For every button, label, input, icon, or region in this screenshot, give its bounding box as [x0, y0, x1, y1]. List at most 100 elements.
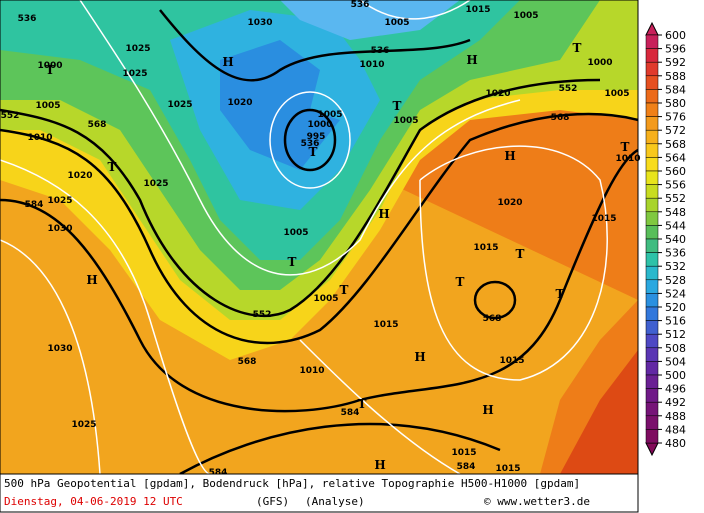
colorbar-swatch: [645, 401, 659, 417]
contour: [283, 108, 337, 172]
colorbar-swatch: [645, 265, 659, 281]
colorbar-swatch: [645, 48, 659, 63]
pressure-center: T: [108, 160, 117, 174]
contour-label: 1020: [67, 171, 92, 181]
caption-date: Dienstag, 04-06-2019 12 UTC: [4, 495, 183, 508]
contour-label: 1020: [497, 198, 522, 208]
field-red: [560, 350, 638, 474]
colorbar-label: 516: [665, 315, 686, 328]
colorbar-label: 540: [665, 233, 686, 246]
colorbar-label: 588: [665, 70, 686, 83]
map-labels: 536 1030 536 1005 1015 1005 1025 1000 1025 536 101…: [1, 0, 641, 478]
contour-label: 552: [559, 84, 578, 94]
colorbar-swatch: [645, 157, 659, 172]
contour-label: 1015: [495, 464, 520, 474]
contour-label: 536: [371, 46, 390, 56]
colorbar-swatch: [645, 225, 659, 240]
colorbar-swatch: [645, 252, 659, 267]
pressure-center: H: [378, 207, 389, 221]
pressure-center: T: [288, 255, 297, 269]
contour-label: 552: [253, 310, 272, 320]
colorbar-label: 552: [665, 192, 686, 205]
colorbar-swatch: [645, 333, 659, 349]
isobar: [79, 0, 521, 276]
contour-label: 1015: [499, 356, 524, 366]
contour-label: 1025: [167, 100, 192, 110]
contour: [159, 9, 471, 82]
colorbar-swatch: [645, 374, 659, 389]
field-lightblue: [280, 0, 460, 40]
pressure-center: T: [573, 41, 582, 55]
contour-label: 1030: [47, 344, 72, 354]
contour-label: 1010: [27, 133, 52, 143]
colorbar-swatch: [645, 89, 659, 104]
colorbar: 6005965925885845805765725685645605565525…: [645, 21, 686, 457]
pressure-center: T: [556, 287, 565, 301]
pressure-center: H: [86, 273, 97, 287]
colorbar-label: 596: [665, 43, 686, 56]
contour-label: 1005: [384, 18, 409, 28]
pressure-center: H: [414, 350, 425, 364]
pressure-center: H: [482, 403, 493, 417]
contour-label: 1005: [283, 228, 308, 238]
map-field: [0, 0, 638, 474]
contour-label: 1025: [143, 179, 168, 189]
contour-label: 1015: [473, 243, 498, 253]
contour: [0, 148, 639, 413]
pressure-center: T: [340, 283, 349, 297]
pressure-center: T: [46, 63, 55, 77]
contour-label: 995: [307, 132, 326, 142]
height-contours: [0, 9, 639, 476]
colorbar-swatch: [645, 306, 659, 321]
pressure-center: H: [504, 149, 515, 163]
contour-label: 1010: [615, 154, 640, 164]
contour-label: 1000: [37, 61, 62, 71]
contour-label: 568: [238, 357, 257, 367]
caption-run: (Analyse): [305, 495, 365, 508]
colorbar-label: 580: [665, 97, 686, 110]
colorbar-label: 576: [665, 111, 686, 124]
colorbar-label: 496: [665, 383, 686, 396]
colorbar-label: 548: [665, 206, 686, 219]
isobar: [0, 239, 101, 475]
contour-label: 1000: [587, 58, 612, 68]
contour-label: 1030: [47, 224, 72, 234]
pressure-center: T: [358, 397, 367, 411]
contour: [473, 280, 517, 320]
caption-line: 500 hPa Geopotential [gpdam], Bodendruck…: [4, 477, 580, 490]
contour-label: 584: [25, 200, 44, 210]
contour-label: 1020: [485, 89, 510, 99]
contour-label: 536: [301, 139, 320, 149]
colorbar-swatch: [645, 361, 659, 376]
isobar: [299, 339, 461, 475]
colorbar-swatch: [645, 143, 659, 158]
contour-label: 1030: [247, 18, 272, 28]
colorbar-swatch: [645, 75, 659, 90]
colorbar-swatch: [645, 184, 659, 199]
isobar: [0, 159, 211, 475]
contour-label: 1015: [451, 448, 476, 458]
colorbar-label: 488: [665, 410, 686, 423]
colorbar-label: 504: [665, 355, 686, 368]
colorbar-label: 572: [665, 124, 686, 137]
pressure-center: T: [516, 247, 525, 261]
colorbar-label: 592: [665, 56, 686, 69]
pressure-center: T: [456, 275, 465, 289]
contour-label: 568: [483, 314, 502, 324]
colorbar-swatch: [645, 61, 659, 77]
colorbar-label: 528: [665, 274, 686, 287]
colorbar-swatch: [645, 129, 659, 145]
colorbar-swatch: [645, 429, 659, 444]
colorbar-label: 564: [665, 151, 686, 164]
contour-label: 1025: [122, 69, 147, 79]
colorbar-swatch: [645, 116, 659, 131]
contour-label: 1025: [47, 196, 72, 206]
contour-label: 536: [18, 14, 37, 24]
contour-label: 584: [457, 462, 476, 472]
isobars: [0, 0, 608, 475]
pressure-center: T: [309, 145, 318, 159]
colorbar-swatch: [645, 238, 659, 253]
contour-label: 1015: [465, 5, 490, 15]
colorbar-swatch: [645, 279, 659, 294]
colorbar-label: 532: [665, 260, 686, 273]
